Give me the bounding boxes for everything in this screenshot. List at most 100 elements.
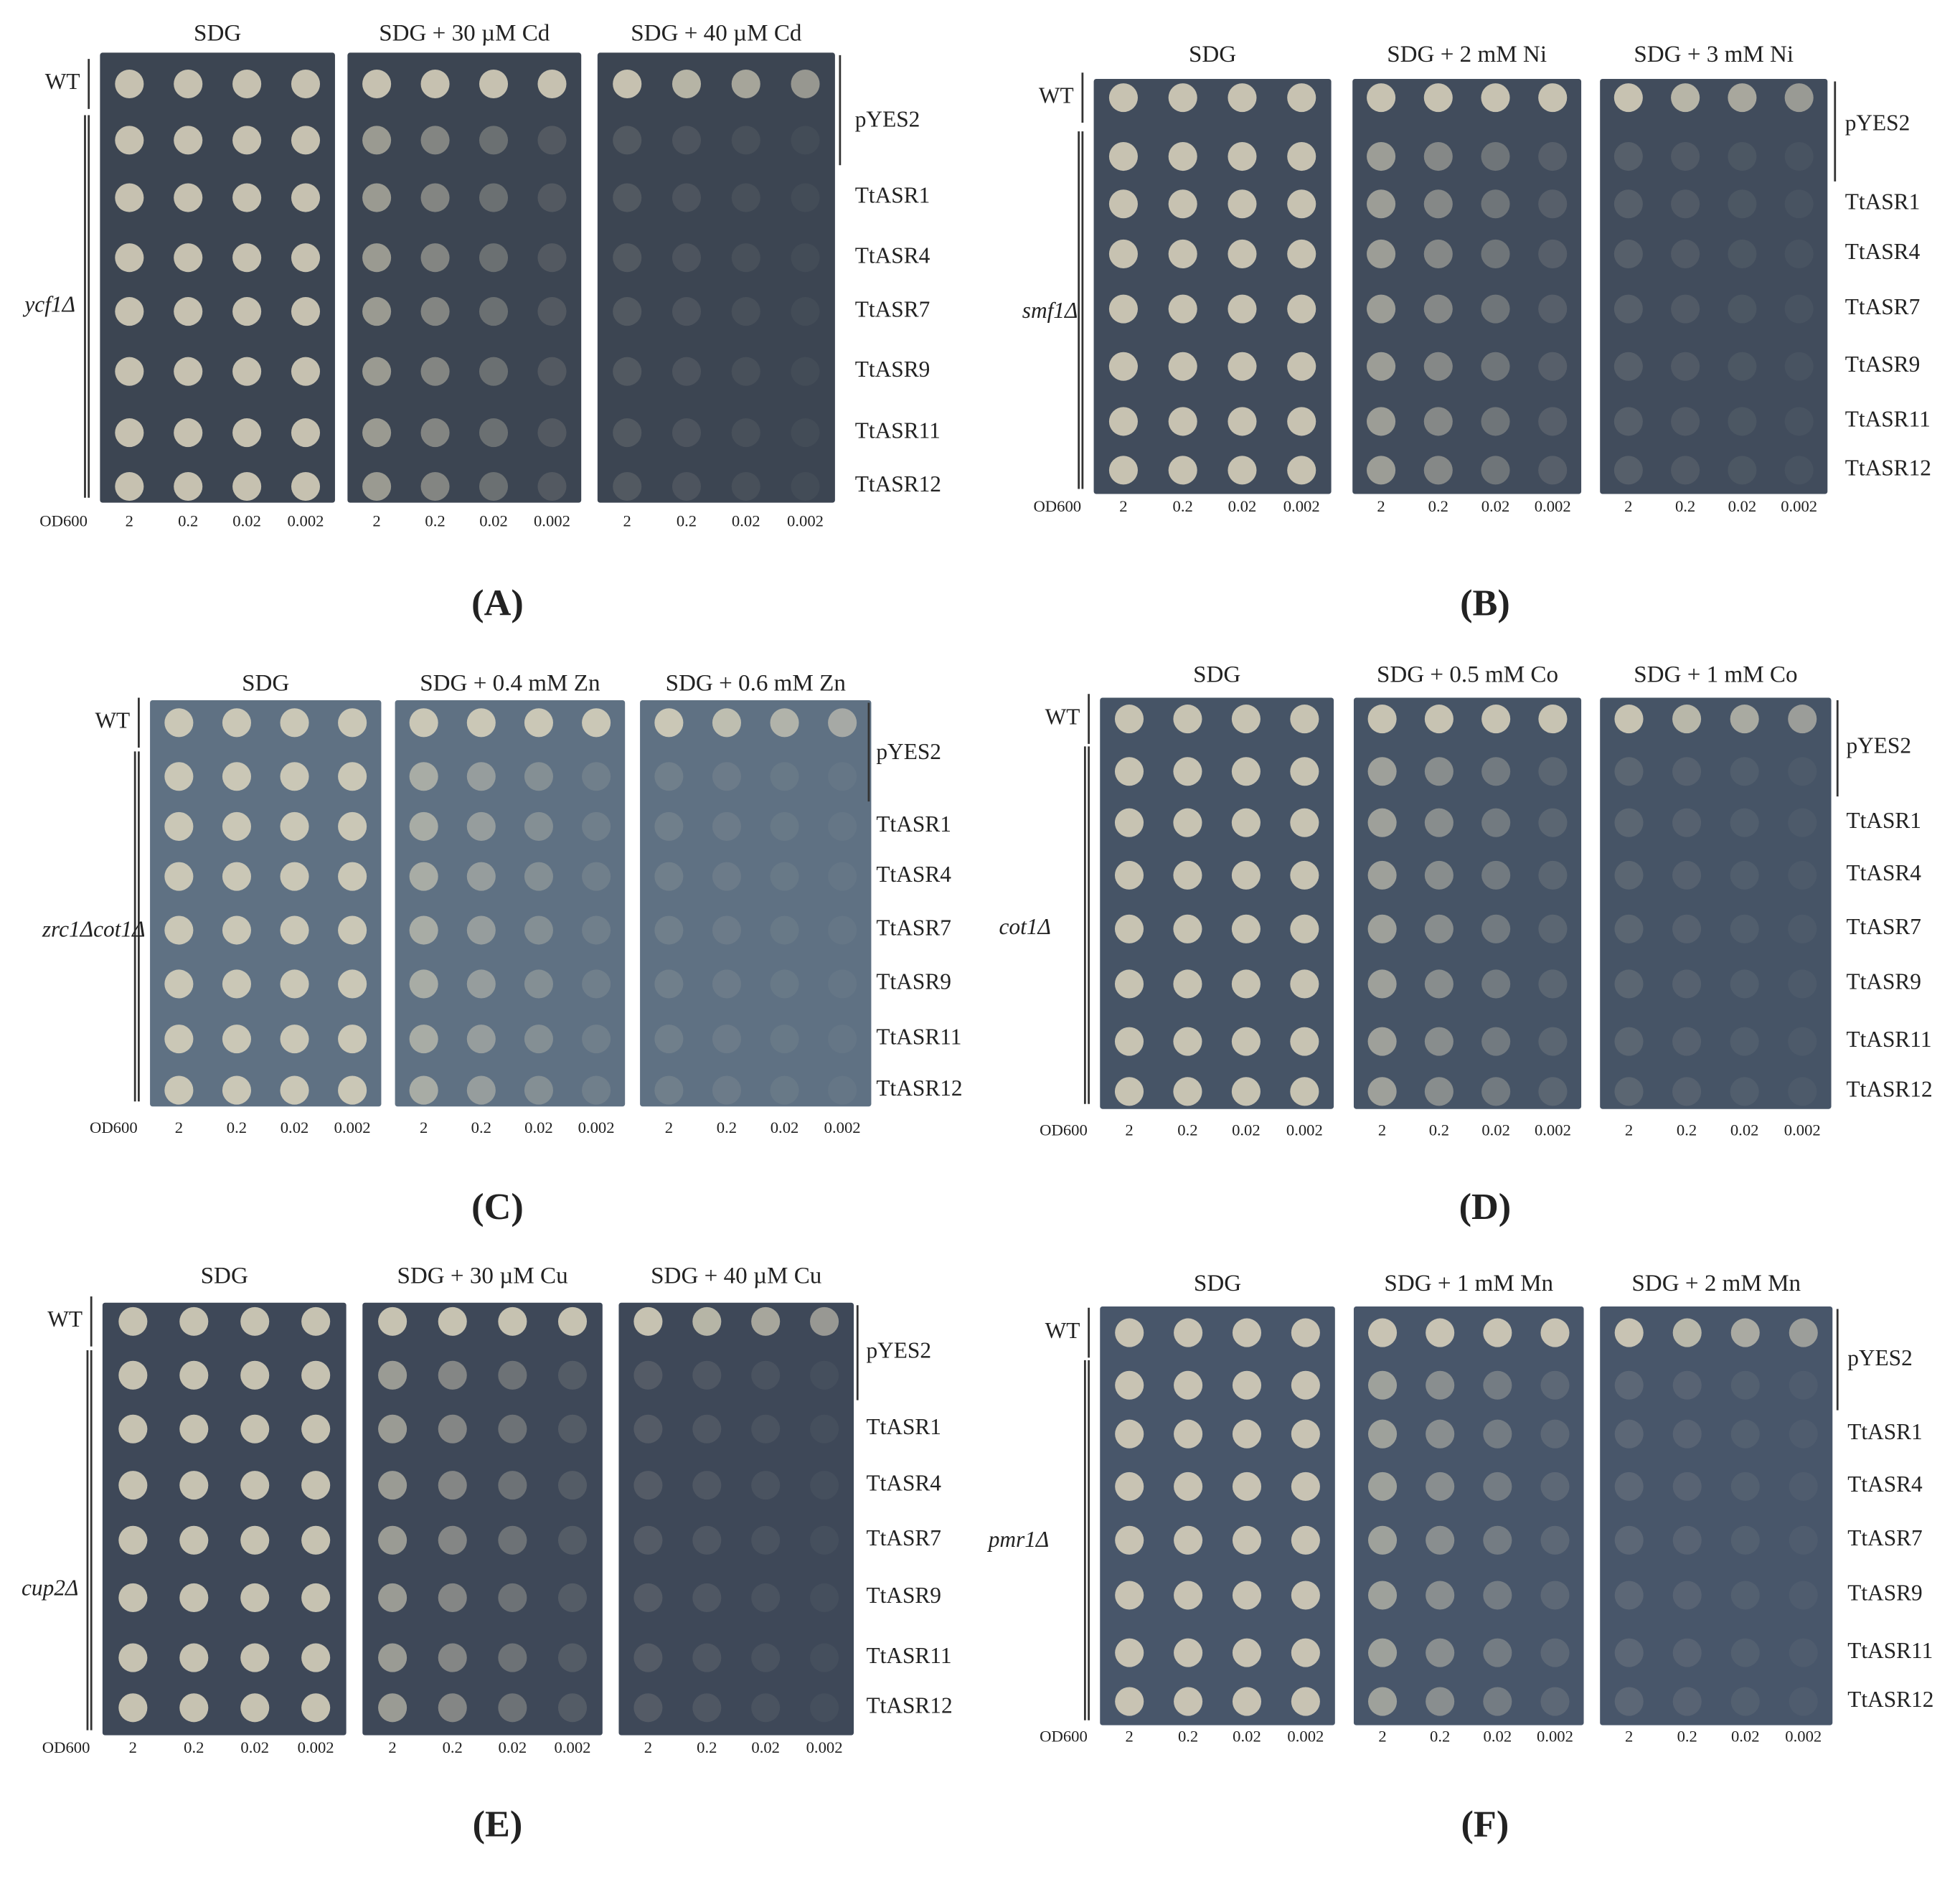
- plate: [1353, 697, 1582, 1109]
- yeast-spot: [582, 811, 611, 841]
- yeast-spot: [692, 1693, 722, 1723]
- od-value: 2: [1624, 497, 1632, 515]
- yeast-spot: [770, 708, 799, 738]
- yeast-spot: [1784, 141, 1814, 171]
- condition-title: SDG: [1189, 42, 1236, 67]
- yeast-spot: [1423, 239, 1453, 268]
- yeast-spot: [1672, 969, 1702, 999]
- yeast-spot: [1228, 352, 1257, 381]
- yeast-spot: [1287, 456, 1316, 485]
- yeast-spot: [1784, 456, 1814, 485]
- yeast-spot: [1789, 1687, 1818, 1716]
- yeast-spot: [1672, 1370, 1702, 1400]
- yeast-spot: [1614, 914, 1644, 943]
- yeast-spot: [1426, 1638, 1455, 1667]
- yeast-spot: [179, 1471, 209, 1500]
- yeast-spot: [466, 811, 496, 841]
- od-value: 0.002: [534, 512, 570, 530]
- control-label: WT: [1045, 1318, 1080, 1343]
- od-value: 0.02: [732, 512, 760, 530]
- yeast-spot: [810, 1360, 839, 1390]
- yeast-spot: [291, 357, 321, 386]
- od-label: OD600: [1033, 497, 1081, 515]
- yeast-spot: [1168, 456, 1197, 485]
- od-value: 2: [623, 512, 631, 530]
- condition-title: SDG + 2 mM Ni: [1387, 42, 1547, 67]
- yeast-spot: [557, 1360, 588, 1390]
- yeast-spot: [118, 1306, 148, 1336]
- yeast-spot: [712, 811, 741, 841]
- yeast-spot: [1423, 456, 1453, 485]
- yeast-spot: [438, 1414, 467, 1444]
- yeast-spot: [582, 862, 611, 891]
- yeast-spot: [409, 862, 438, 891]
- yeast-spot: [179, 1306, 209, 1336]
- yeast-spot: [557, 1693, 588, 1723]
- yeast-spot: [338, 811, 367, 841]
- yeast-spot: [378, 1306, 407, 1336]
- condition-title: SDG: [1193, 661, 1240, 687]
- od-value: 0.002: [1287, 1727, 1324, 1745]
- row-label: TtASR11: [866, 1643, 951, 1668]
- od-value: 0.002: [578, 1119, 615, 1136]
- yeast-spot: [362, 297, 392, 326]
- yeast-spot: [791, 69, 820, 99]
- row-label: TtASR7: [1845, 294, 1921, 319]
- yeast-spot: [1108, 294, 1138, 324]
- yeast-spot: [731, 183, 760, 212]
- od-value: 0.2: [443, 1738, 463, 1756]
- yeast-spot: [1614, 1638, 1644, 1667]
- yeast-spot: [466, 915, 496, 945]
- yeast-spot: [1483, 1687, 1512, 1716]
- yeast-spot: [1730, 1525, 1760, 1555]
- yeast-spot: [1367, 239, 1396, 268]
- yeast-spot: [537, 126, 567, 155]
- od-value: 0.002: [1781, 497, 1817, 515]
- yeast-spot: [409, 811, 438, 841]
- od-value: 2: [388, 1738, 396, 1756]
- condition-title: SDG + 0.4 mM Zn: [420, 671, 600, 697]
- yeast-spot: [240, 1693, 270, 1723]
- yeast-spot: [1728, 189, 1757, 219]
- yeast-spot: [770, 969, 799, 999]
- od-value: 0.002: [1784, 1121, 1821, 1139]
- panel-label: (A): [471, 582, 524, 623]
- yeast-spot: [291, 183, 321, 212]
- od-value: 0.02: [1481, 497, 1510, 515]
- yeast-spot: [1114, 705, 1144, 734]
- yeast-spot: [633, 1471, 663, 1500]
- od-value: 2: [1125, 1121, 1133, 1139]
- yeast-spot: [1114, 757, 1144, 786]
- row-label: TtASR4: [866, 1470, 941, 1495]
- yeast-spot: [557, 1583, 588, 1612]
- od-value: 0.002: [824, 1119, 861, 1136]
- yeast-spot: [1291, 1370, 1320, 1400]
- yeast-spot: [613, 471, 642, 501]
- yeast-spot: [1115, 1471, 1144, 1501]
- od-value: 0.002: [787, 512, 824, 530]
- yeast-spot: [1613, 141, 1643, 171]
- yeast-spot: [1540, 1525, 1570, 1555]
- yeast-spot: [791, 126, 820, 155]
- plate: [395, 700, 626, 1107]
- yeast-spot: [1231, 1027, 1261, 1056]
- yeast-spot: [731, 297, 760, 326]
- yeast-spot: [1174, 1525, 1203, 1555]
- yeast-spot: [672, 418, 702, 448]
- od-value: 0.02: [1233, 1727, 1261, 1745]
- yeast-spot: [1540, 1638, 1570, 1667]
- yeast-spot: [1784, 407, 1814, 436]
- yeast-spot: [164, 1025, 194, 1054]
- yeast-spot: [1481, 757, 1511, 786]
- yeast-spot: [1730, 757, 1759, 786]
- yeast-spot: [1613, 294, 1643, 324]
- yeast-spot: [1614, 1687, 1644, 1716]
- od-value: 2: [372, 512, 380, 530]
- yeast-spot: [1290, 1077, 1319, 1106]
- plate: [1600, 1306, 1833, 1725]
- row-label: TtASR12: [1845, 456, 1931, 481]
- yeast-spot: [613, 69, 642, 99]
- od-value: 0.2: [1429, 1121, 1449, 1139]
- yeast-spot: [498, 1306, 527, 1336]
- od-label: OD600: [90, 1119, 138, 1136]
